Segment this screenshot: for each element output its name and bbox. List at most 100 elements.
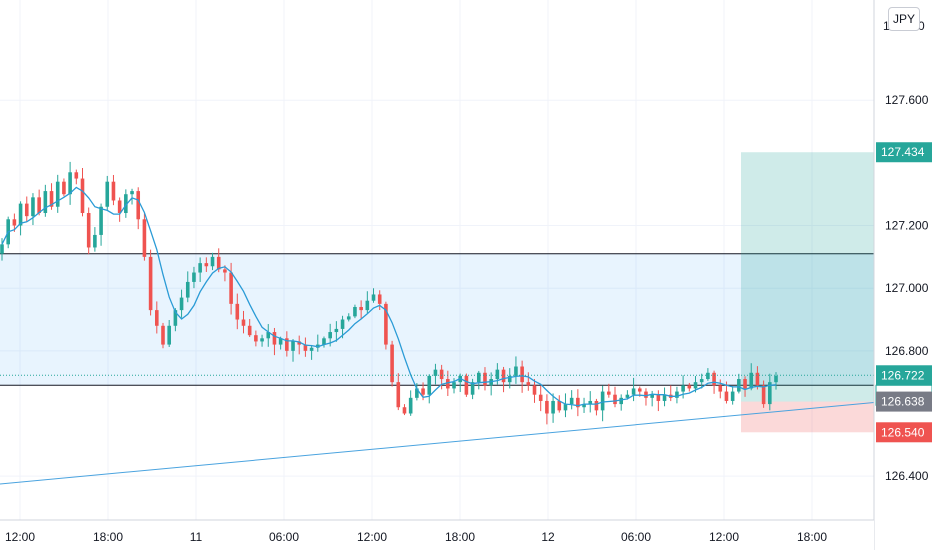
candle (247, 319, 252, 337)
candle (644, 388, 648, 406)
candle (656, 390, 661, 412)
candle (272, 327, 277, 356)
candle-body (483, 372, 487, 386)
time-tick-label: 12:00 (357, 530, 387, 544)
price-axis-bg (874, 0, 932, 550)
candle (74, 169, 79, 185)
candle-body (334, 328, 339, 333)
candle (514, 356, 518, 384)
candle-body (699, 379, 704, 383)
candle (563, 393, 568, 418)
candle (309, 344, 314, 360)
candle-body (303, 344, 308, 351)
candle-body (538, 394, 543, 401)
candle (371, 288, 376, 303)
candle-body (24, 203, 29, 217)
currency-badge[interactable]: JPY (888, 7, 920, 31)
candle (668, 385, 673, 402)
candle (241, 310, 246, 334)
candle-body (291, 341, 295, 351)
candle-body (712, 372, 716, 386)
candle (161, 322, 165, 349)
candle (545, 394, 549, 425)
candle (291, 339, 295, 362)
candle (737, 373, 741, 394)
candle-body (439, 369, 444, 380)
moving-average-line (1, 186, 777, 407)
candle-body (421, 388, 425, 395)
candle (768, 373, 772, 411)
candle (557, 395, 562, 413)
candle (576, 389, 580, 417)
candle-body (576, 397, 580, 408)
candle-body (619, 397, 623, 405)
candle-body (285, 338, 289, 351)
candle (148, 249, 153, 316)
candle-body (216, 256, 221, 270)
candle-body (507, 375, 512, 383)
candle (761, 380, 766, 408)
candle-body (588, 400, 593, 405)
candle (631, 377, 636, 402)
candle-body (743, 379, 747, 389)
candle-body (600, 391, 605, 411)
candle (285, 331, 289, 357)
candle-body (198, 263, 202, 273)
candle-body (210, 256, 215, 267)
candle-body (501, 369, 506, 383)
candle-body (148, 256, 153, 311)
candle (18, 201, 23, 236)
candle (260, 334, 264, 347)
candle (136, 187, 141, 230)
candle-body (730, 391, 735, 401)
candle (755, 366, 760, 390)
candle (415, 383, 419, 401)
candle (359, 300, 363, 320)
price-tag: 126.638 (876, 391, 932, 412)
candle-body (563, 404, 568, 411)
candle (749, 363, 754, 391)
candle (322, 336, 326, 348)
candle-body (278, 338, 283, 345)
candle-body (105, 181, 110, 207)
price-axis[interactable]: 127.600 127.200 127.000 126.800 126.400 1 0 127… (873, 0, 932, 550)
candle-body (223, 269, 227, 273)
candle-body (185, 281, 190, 298)
price-tick-label-partial: 0 (918, 19, 925, 33)
candle-body (377, 294, 382, 304)
candle (62, 178, 66, 197)
candle (501, 366, 506, 393)
candle-body (37, 197, 41, 214)
candle (699, 373, 704, 389)
candle-body (476, 372, 481, 383)
time-axis[interactable]: 12:00 18:00 11 06:00 12:00 18:00 12 06:00 12:00 1… (0, 519, 874, 550)
candle (223, 265, 227, 282)
price-tick-label: 126.400 (885, 469, 929, 483)
candle-body (18, 203, 23, 226)
candle (600, 385, 605, 422)
candle (80, 168, 85, 217)
candle (86, 207, 91, 255)
candle-body (31, 197, 35, 217)
candle (687, 382, 692, 392)
price-tag-label: 126.540 (881, 425, 925, 439)
candle (396, 373, 401, 411)
candle-body (656, 394, 661, 401)
candle-body (117, 200, 122, 214)
candle (210, 252, 215, 271)
candle-body (545, 400, 549, 414)
chart-grid (0, 0, 874, 520)
candle-body (724, 391, 729, 401)
candle-body (396, 382, 401, 408)
long-position-tool[interactable] (741, 152, 874, 433)
candle (507, 368, 512, 389)
candle (24, 196, 29, 222)
price-tag-bg (876, 142, 932, 163)
time-tick-label: 12:00 (709, 530, 739, 544)
candle-body (749, 372, 754, 389)
candle-body (62, 181, 66, 195)
candle-body (644, 391, 648, 398)
candle (551, 393, 555, 423)
position-profit-zone (741, 152, 874, 402)
